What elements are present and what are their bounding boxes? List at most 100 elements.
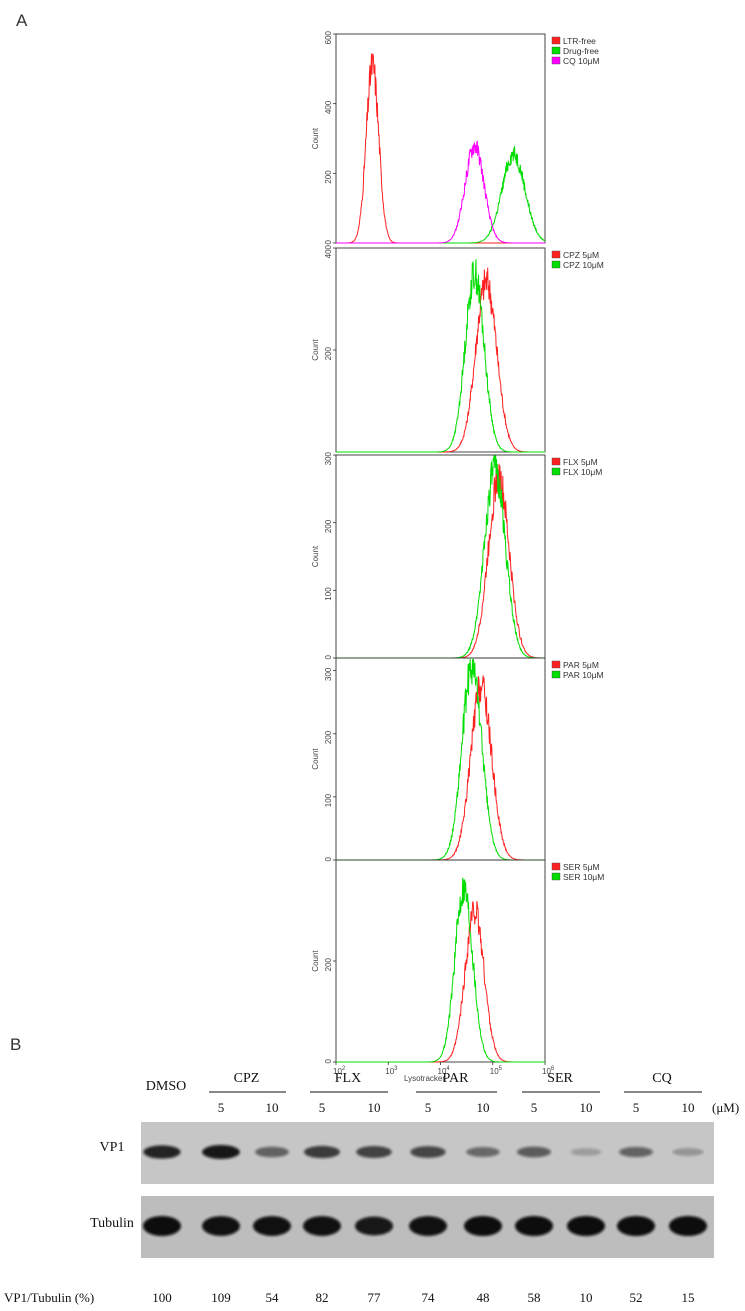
ratio-value: 74 [422,1290,436,1305]
drug-group-label: CQ [652,1071,671,1086]
ratio-value: 10 [580,1290,593,1305]
histogram-series-line [336,900,545,1063]
vp1-band [202,1145,240,1159]
y-tick-label: 200 [324,730,333,744]
x-tick-label: 103 [385,1066,398,1076]
dose-label: 10 [682,1100,695,1115]
drug-group-label: PAR [443,1071,470,1086]
drug-group-label: FLX [335,1071,361,1086]
y-axis-label: Count [311,950,320,972]
histogram-series-line [336,455,545,659]
x-tick-label: 105 [490,1066,503,1076]
y-axis-label: Count [311,127,320,149]
legend-swatch [551,862,561,871]
tubulin-band [464,1216,502,1236]
legend-swatch [551,467,561,476]
ratio-row-label: VP1/Tubulin (%) [4,1290,94,1305]
legend-swatch [551,670,561,679]
panel-b-label: B [10,1035,21,1054]
drug-group-label: SER [547,1071,573,1086]
row-label-tubulin: Tubulin [90,1216,134,1231]
dose-label: 10 [266,1100,279,1115]
dose-label: 10 [477,1100,490,1115]
x-axis-label: Lysotracker [404,1074,445,1083]
tubulin-band [303,1216,341,1236]
plot-frame [335,859,546,1063]
legend-swatch [551,457,561,466]
tubulin-band [567,1216,605,1236]
drug-group-label: CPZ [234,1071,260,1086]
western-blot: DMSO CPZ 5 10 FLX 5 10 PAR 5 10 SER 5 10 CQ 5 10 (μM) VP1… [4,1071,739,1305]
y-axis-label: Count [311,748,320,770]
y-tick-label: 400 [324,100,333,114]
dose-label: 5 [425,1100,432,1115]
ratio-value: 82 [316,1290,329,1305]
histogram-series-line [336,259,545,453]
tubulin-band [617,1216,655,1236]
tubulin-band [515,1216,553,1236]
y-tick-label: 400 [324,244,333,258]
y-tick-label: 200 [324,170,333,184]
legend-label: FLX 5μM [563,457,598,467]
y-tick-label: 300 [324,451,333,465]
legend-label: CPZ 10μM [563,260,604,270]
y-tick-label: 100 [324,793,333,807]
tubulin-band [669,1216,707,1236]
dose-label: 5 [633,1100,640,1115]
vp1-band [570,1148,602,1156]
ratio-value: 109 [211,1290,231,1305]
histogram-series-line [336,675,545,861]
legend-label: CQ 10μM [563,56,600,66]
vp1-band [304,1145,340,1159]
dose-label: 10 [580,1100,593,1115]
y-tick-label: 600 [324,30,333,44]
dose-label: 5 [319,1100,326,1115]
dose-label: 10 [368,1100,381,1115]
vp1-band [672,1148,704,1156]
dose-label: 5 [531,1100,538,1115]
legend-swatch [551,660,561,669]
legend-swatch [551,36,561,45]
x-tick-label: 106 [542,1066,555,1076]
legend-label: FLX 10μM [563,467,602,477]
legend-label: PAR 5μM [563,660,599,670]
legend-label: LTR-free [563,36,596,46]
tubulin-band [355,1216,393,1236]
vp1-band [516,1146,552,1158]
y-tick-label: 0 [324,1058,333,1063]
panel-a-label: A [16,11,28,30]
histogram-series-line [336,658,545,861]
ratio-value: 77 [368,1290,382,1305]
ratio-value: 100 [152,1290,172,1305]
ratio-value: 52 [630,1290,643,1305]
legend-swatch [551,260,561,269]
histogram-series-line [336,877,545,1063]
ratio-value: 48 [477,1290,490,1305]
legend-label: Drug-free [563,46,599,56]
histogram-series-line [336,140,545,244]
legend-swatch [551,46,561,55]
y-tick-label: 0 [324,856,333,861]
dose-unit-label: (μM) [712,1100,739,1115]
row-label-vp1: VP1 [100,1140,125,1155]
legend-swatch [551,250,561,259]
histogram-series-line [336,145,546,244]
tubulin-band [253,1216,291,1236]
y-tick-label: 200 [324,346,333,360]
y-axis-label: Count [311,339,320,361]
legend-label: PAR 10μM [563,670,604,680]
tubulin-band [202,1216,240,1236]
x-tick-label: 104 [438,1066,451,1076]
legend-swatch [551,56,561,65]
plot-frame [335,454,546,659]
y-axis-label: Count [311,545,320,567]
vp1-band [619,1146,653,1158]
vp1-band [255,1146,289,1158]
x-tick-label: 102 [333,1066,346,1076]
dmso-label: DMSO [146,1079,186,1094]
